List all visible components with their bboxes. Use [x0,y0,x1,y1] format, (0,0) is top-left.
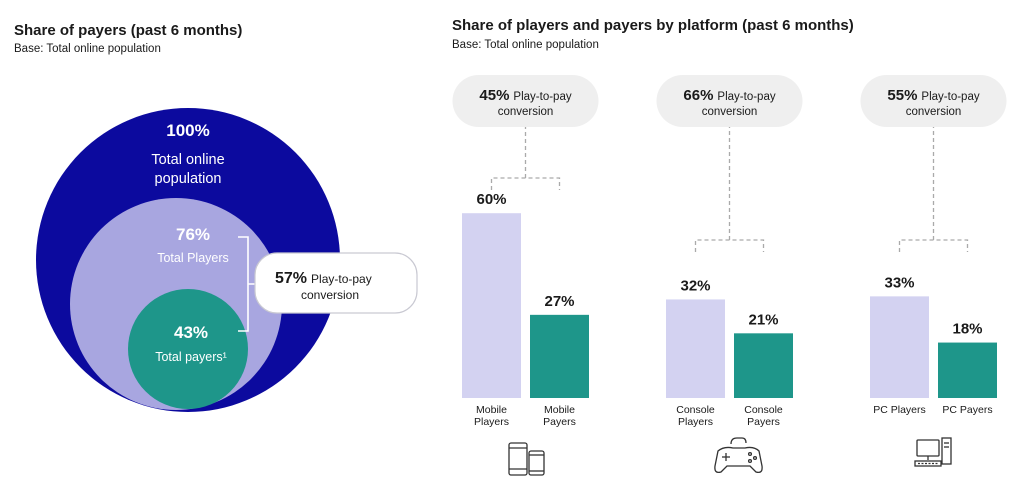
bar-category-label: Mobile [544,404,575,416]
conversion-pill [452,75,599,127]
conversion-pill-label: Play-to-pay [717,91,775,103]
online-population-value: 100% [166,121,209,140]
bar-mobile-payers [530,314,589,398]
conversion-callout-line2: conversion [301,288,359,302]
bar-category-label: Console [676,404,715,416]
bar-value-label: 32% [680,277,710,294]
conversion-callout-pct: 57% [275,270,307,287]
bar-category-label-line2: Payers [543,416,576,428]
circle-total-payers [128,289,248,409]
bar-value-label: 27% [544,293,574,310]
bar-value-label: 21% [748,311,778,328]
total-players-label: Total Players [157,251,229,265]
bar-value-label: 60% [476,191,506,208]
online-population-label-line1: Total online [151,152,224,168]
bar-category-label-line2: Players [474,416,509,428]
conversion-pill-line2: conversion [702,106,758,118]
bar-mobile-players [462,213,521,398]
conversion-pill-line2: conversion [498,106,554,118]
bars-title: Share of players and payers by platform … [452,17,854,34]
mobile-devices-icon [508,442,545,476]
conversion-connector [694,127,765,252]
conversion-pill-line1: 45% Play-to-pay [479,87,571,104]
bar-group-pc: 33% PC Players 18% PC Payers 55% Play-to-pay c… [860,75,1007,416]
conversion-pill [860,75,1007,127]
conversion-connector [490,127,561,190]
total-players-value: 76% [176,225,210,244]
bar-category-label: PC Payers [942,404,992,416]
circles-subtitle: Base: Total online population [14,43,161,55]
bar-pc-players [870,296,929,398]
bar-category-label: PC Players [873,404,926,416]
conversion-pill-label: Play-to-pay [513,91,571,103]
conversion-callout-label: Play-to-pay [311,272,372,286]
conversion-pill-line1: 66% Play-to-pay [683,87,775,104]
conversion-pill-line2: conversion [906,106,962,118]
bar-category-label-line2: Players [678,416,713,428]
conversion-callout-line1: 57% Play-to-pay [275,270,372,287]
bars-subtitle: Base: Total online population [452,39,599,51]
conversion-pill-line1: 55% Play-to-pay [887,87,979,104]
circles-title: Share of payers (past 6 months) [14,22,242,39]
conversion-pill-label: Play-to-pay [921,91,979,103]
bar-console-payers [734,333,793,398]
conversion-callout [254,252,418,314]
bar-value-label: 33% [884,274,914,291]
bar-category-label: Mobile [476,404,507,416]
conversion-pill [656,75,803,127]
conversion-pill-pct: 55% [887,87,917,104]
total-payers-value: 43% [174,323,208,342]
conversion-pill-pct: 45% [479,87,509,104]
bar-pc-payers [938,342,997,398]
conversion-pill-pct: 66% [683,87,713,104]
bar-category-label-line2: Payers [747,416,780,428]
bar-console-players [666,299,725,398]
bar-category-label: Console [744,404,783,416]
conversion-connector [898,127,969,252]
online-population-label-line2: population [155,171,222,187]
desktop-pc-icon [914,437,952,467]
bar-value-label: 18% [952,321,982,338]
gamepad-icon [714,437,763,474]
total-payers-label: Total payers¹ [155,350,227,364]
